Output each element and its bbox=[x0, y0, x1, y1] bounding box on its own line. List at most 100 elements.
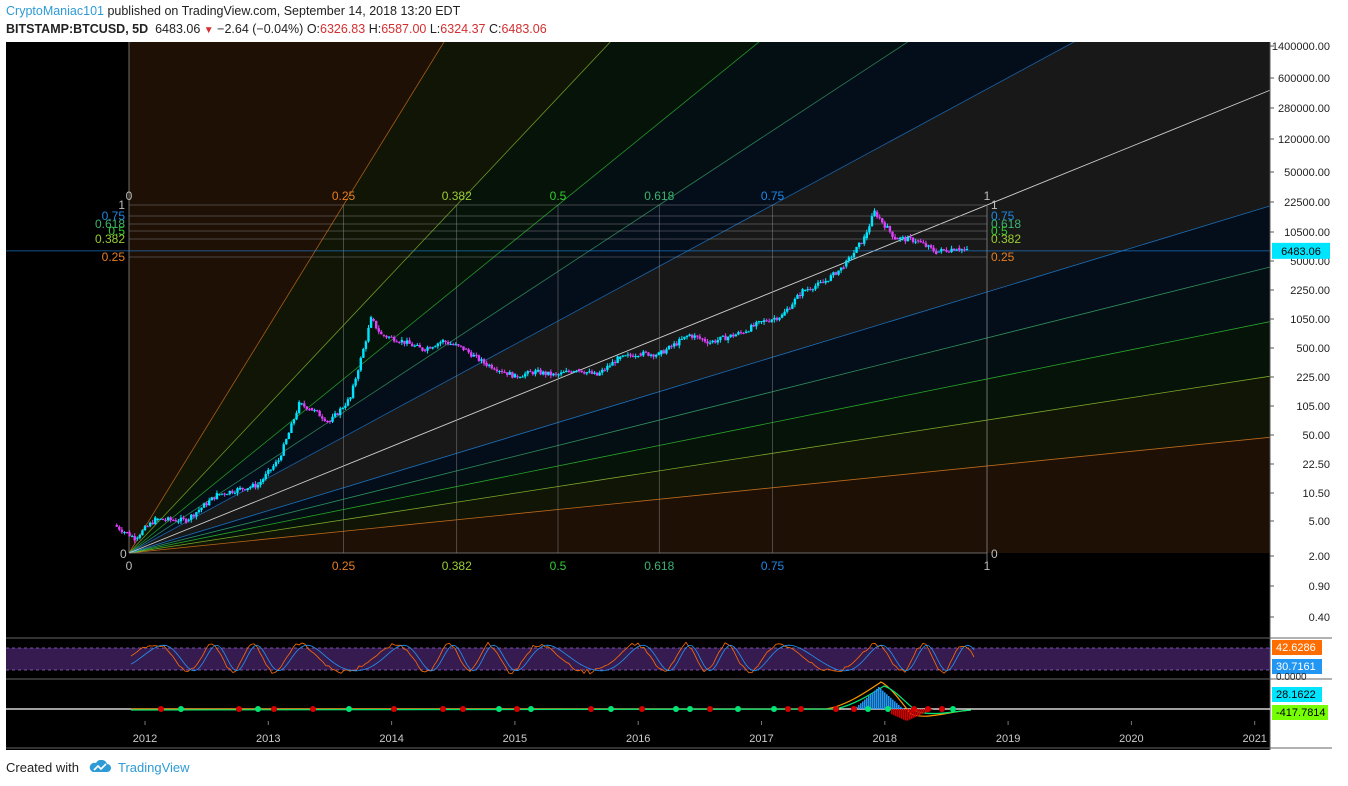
macd-cross-dot bbox=[707, 706, 713, 712]
candle-body bbox=[788, 308, 791, 310]
candle-body bbox=[675, 343, 678, 346]
macd-hist-bar bbox=[900, 706, 902, 709]
candle-body bbox=[423, 349, 427, 351]
candle-body bbox=[883, 222, 886, 228]
candle-body bbox=[128, 532, 131, 537]
price-change: −2.64 (−0.04%) bbox=[217, 22, 304, 36]
candle-body bbox=[267, 469, 270, 475]
macd-hist-bar bbox=[884, 692, 886, 709]
macd-hist-bar bbox=[868, 696, 870, 709]
macd-cross-dot bbox=[885, 706, 891, 712]
candle-body bbox=[290, 423, 293, 433]
candle-body bbox=[793, 298, 797, 305]
candle-body bbox=[914, 241, 917, 243]
candle-body bbox=[246, 488, 249, 491]
stoch-d-value: 30.7161 bbox=[1276, 661, 1316, 673]
price-chart[interactable]: 000.250.250.3820.3820.50.50.6180.6180.75… bbox=[6, 42, 1332, 750]
candle-body bbox=[829, 275, 833, 281]
candle-body bbox=[603, 369, 607, 371]
macd-hist-bar bbox=[907, 709, 909, 721]
candle-body bbox=[893, 236, 897, 240]
macd-cross-dot bbox=[771, 706, 777, 712]
author-link[interactable]: CryptoManiac101 bbox=[6, 4, 104, 18]
macd-signal bbox=[130, 685, 972, 715]
open-label: O: bbox=[306, 22, 321, 36]
macd-hist-bar bbox=[917, 709, 919, 717]
candle-body bbox=[729, 334, 732, 337]
publisher-line: CryptoManiac101 published on TradingView… bbox=[6, 4, 460, 18]
candle-body bbox=[187, 519, 190, 521]
candle-body bbox=[346, 399, 350, 406]
gann-bottom-label: 0.5 bbox=[550, 559, 567, 573]
candle-body bbox=[261, 479, 265, 482]
macd-cross-dot bbox=[673, 706, 679, 712]
candle-body bbox=[410, 343, 414, 347]
y-tick-label: 2.00 bbox=[1309, 551, 1330, 563]
candle-body bbox=[637, 356, 640, 358]
candle-body bbox=[942, 249, 946, 251]
candle-body bbox=[934, 251, 938, 254]
gann-origin-label: 0 bbox=[120, 547, 127, 561]
candle-body bbox=[151, 522, 154, 525]
candle-body bbox=[403, 340, 406, 344]
candle-body bbox=[516, 376, 519, 378]
candle-body bbox=[251, 483, 255, 487]
high-value: 6587.00 bbox=[381, 22, 427, 36]
candle-body bbox=[529, 371, 532, 373]
candle-body bbox=[511, 372, 514, 378]
candle-body bbox=[819, 282, 822, 284]
candle-body bbox=[575, 370, 578, 372]
macd-hist-bar bbox=[903, 709, 905, 720]
candle-body bbox=[886, 226, 889, 228]
macd-hist-bar bbox=[919, 709, 921, 716]
candle-body bbox=[639, 353, 642, 356]
macd-hist-bar bbox=[921, 709, 923, 715]
candle-body bbox=[310, 407, 314, 411]
candle-body bbox=[552, 373, 555, 376]
gann-right-label: 0.618 bbox=[991, 217, 1021, 231]
candle-body bbox=[847, 257, 851, 261]
candle-body bbox=[824, 280, 827, 283]
gann-top-label: 0.618 bbox=[644, 189, 674, 203]
candle-body bbox=[742, 332, 745, 334]
candle-body bbox=[557, 374, 560, 376]
macd-hist-bar bbox=[874, 690, 876, 709]
candle-body bbox=[536, 369, 540, 372]
candle-body bbox=[785, 308, 789, 312]
candle-body bbox=[937, 251, 940, 253]
candle-body bbox=[333, 413, 337, 417]
candle-body bbox=[778, 317, 781, 320]
candle-body bbox=[470, 352, 473, 357]
candle-body bbox=[634, 356, 637, 358]
y-tick-label: 1400000.00 bbox=[1272, 42, 1330, 53]
candle-body bbox=[215, 493, 219, 500]
candle-body bbox=[539, 369, 542, 375]
x-tick-label: 2016 bbox=[626, 733, 650, 745]
candle-body bbox=[601, 369, 604, 373]
footer: Created with TradingView bbox=[6, 759, 190, 777]
candle-body bbox=[464, 348, 468, 350]
tradingview-link[interactable]: TradingView bbox=[118, 760, 190, 775]
candle-body bbox=[562, 372, 565, 374]
macd-cross-dot bbox=[851, 706, 857, 712]
candle-body bbox=[243, 489, 247, 491]
candle-body bbox=[398, 342, 401, 344]
down-triangle-icon: ▼ bbox=[203, 25, 214, 36]
candle-body bbox=[459, 345, 463, 347]
candle-body bbox=[518, 377, 522, 379]
candle-body bbox=[477, 355, 481, 361]
candle-body bbox=[860, 242, 863, 244]
candle-body bbox=[690, 334, 694, 338]
gann-bottom-label: 0.25 bbox=[332, 559, 356, 573]
macd-hist-bar bbox=[931, 709, 933, 710]
candle-body bbox=[308, 409, 311, 411]
x-tick-label: 2014 bbox=[379, 733, 403, 745]
candle-body bbox=[434, 346, 437, 348]
candle-body bbox=[292, 419, 296, 424]
candle-body bbox=[626, 354, 630, 356]
gann-right-label: 0.5 bbox=[991, 224, 1008, 238]
candle-body bbox=[390, 336, 393, 338]
high-label: H: bbox=[368, 22, 382, 36]
candle-body bbox=[446, 342, 450, 345]
candle-body bbox=[372, 319, 375, 321]
